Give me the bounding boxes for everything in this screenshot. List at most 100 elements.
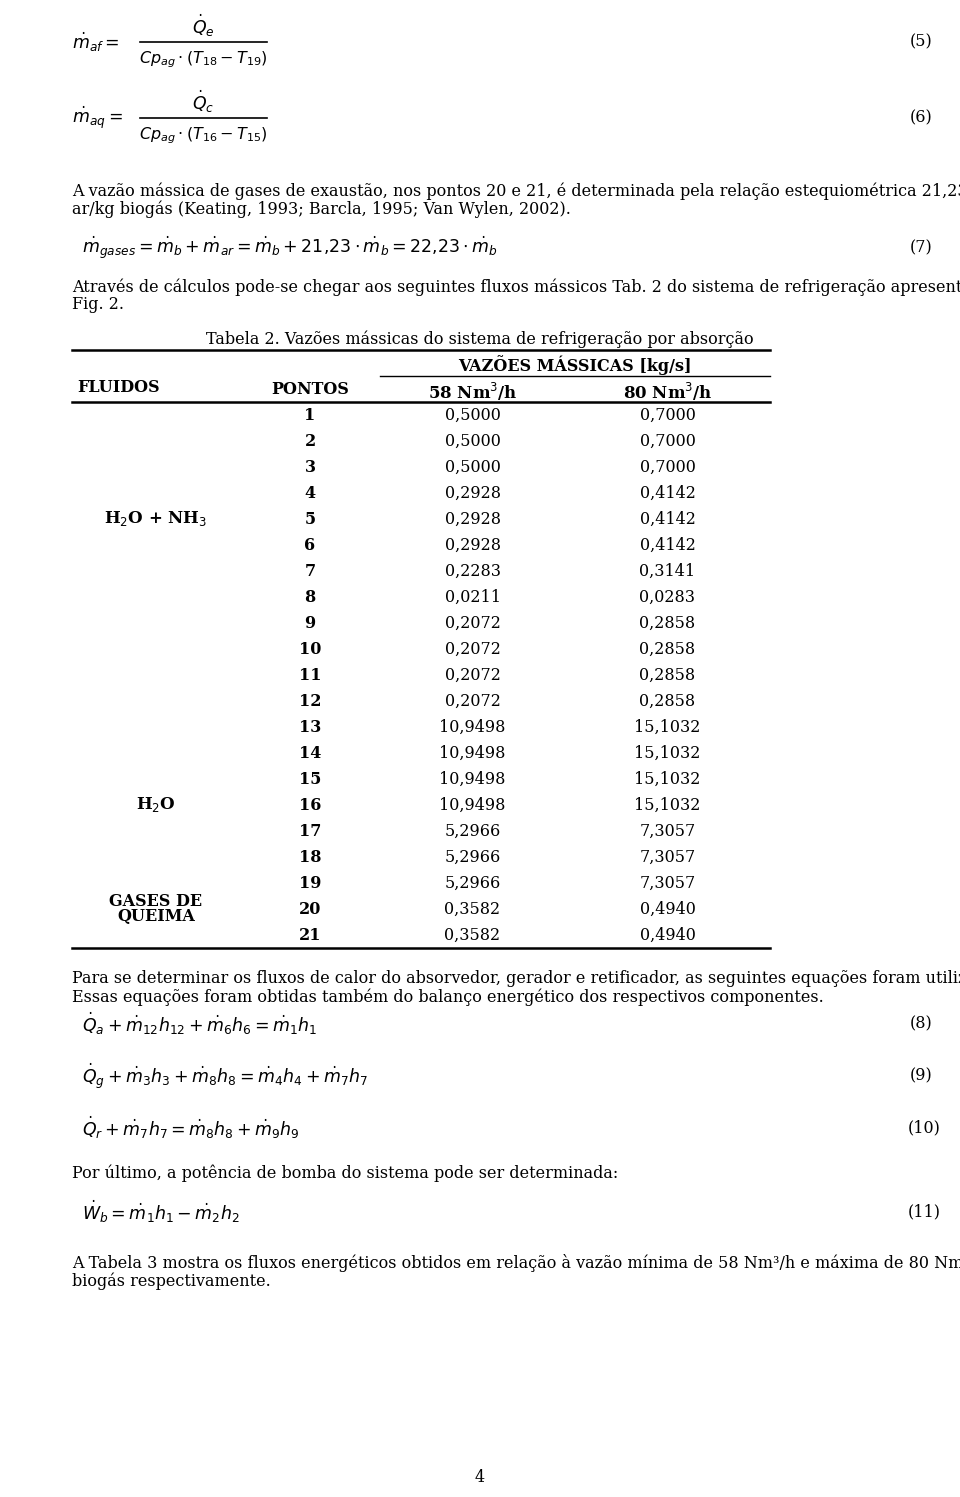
Text: Para se determinar os fluxos de calor do absorvedor, gerador e retificador, as s: Para se determinar os fluxos de calor do… [72, 970, 960, 987]
Text: 0,2072: 0,2072 [444, 693, 500, 710]
Text: Tabela 2. Vazões mássicas do sistema de refrigeração por absorção: Tabela 2. Vazões mássicas do sistema de … [206, 329, 754, 347]
Text: 0,4940: 0,4940 [639, 927, 695, 943]
Text: 0,3582: 0,3582 [444, 927, 500, 943]
Text: Essas equações foram obtidas também do balanço energético dos respectivos compon: Essas equações foram obtidas também do b… [72, 988, 824, 1006]
Text: 15,1032: 15,1032 [635, 796, 701, 813]
Text: (7): (7) [910, 240, 933, 256]
Text: FLUIDOS: FLUIDOS [77, 380, 159, 397]
Text: (8): (8) [910, 1015, 933, 1033]
Text: 0,5000: 0,5000 [444, 407, 500, 424]
Text: 7: 7 [304, 563, 316, 579]
Text: 7,3057: 7,3057 [639, 849, 696, 865]
Text: 0,3141: 0,3141 [639, 563, 696, 579]
Text: biogás respectivamente.: biogás respectivamente. [72, 1272, 271, 1289]
Text: 1: 1 [304, 407, 316, 424]
Text: 9: 9 [304, 614, 316, 632]
Text: $\dot{m}_{aq} =$: $\dot{m}_{aq} =$ [72, 105, 123, 132]
Text: 6: 6 [304, 536, 316, 554]
Text: ar/kg biogás (Keating, 1993; Barcla, 1995; Van Wylen, 2002).: ar/kg biogás (Keating, 1993; Barcla, 199… [72, 201, 571, 217]
Text: 0,7000: 0,7000 [639, 458, 695, 476]
Text: 0,2858: 0,2858 [639, 693, 696, 710]
Text: VAZÕES MÁSSICAS [kg/s]: VAZÕES MÁSSICAS [kg/s] [458, 355, 692, 374]
Text: $\dot{Q}_g + \dot{m}_3 h_3 + \dot{m}_8 h_8 = \dot{m}_4 h_4 + \dot{m}_7 h_7$: $\dot{Q}_g + \dot{m}_3 h_3 + \dot{m}_8 h… [82, 1061, 368, 1091]
Text: 4: 4 [475, 1470, 485, 1487]
Text: $\dot{m}_{gases} = \dot{m}_b + \dot{m}_{ar} = \dot{m}_b + 21{,}23\cdot\dot{m}_b : $\dot{m}_{gases} = \dot{m}_b + \dot{m}_{… [82, 235, 498, 260]
Text: GASES DE: GASES DE [109, 894, 203, 910]
Text: $Cp_{ag} \cdot (T_{16} - T_{15})$: $Cp_{ag} \cdot (T_{16} - T_{15})$ [139, 126, 268, 147]
Text: 18: 18 [299, 849, 322, 865]
Text: 0,7000: 0,7000 [639, 433, 695, 449]
Text: 0,2928: 0,2928 [444, 510, 500, 527]
Text: $\dot{W}_b = \dot{m}_1 h_1 - \dot{m}_2 h_2$: $\dot{W}_b = \dot{m}_1 h_1 - \dot{m}_2 h… [82, 1199, 240, 1225]
Text: $\dot{Q}_c$: $\dot{Q}_c$ [192, 88, 215, 115]
Text: (6): (6) [910, 109, 933, 127]
Text: 0,2072: 0,2072 [444, 614, 500, 632]
Text: 0,2928: 0,2928 [444, 485, 500, 501]
Text: 5,2966: 5,2966 [444, 822, 500, 840]
Text: 10,9498: 10,9498 [440, 719, 506, 735]
Text: QUEIMA: QUEIMA [117, 907, 195, 925]
Text: 3: 3 [304, 458, 316, 476]
Text: 5,2966: 5,2966 [444, 874, 500, 892]
Text: 2: 2 [304, 433, 316, 449]
Text: 11: 11 [299, 666, 322, 684]
Text: 0,4142: 0,4142 [639, 485, 695, 501]
Text: 58 Nm$^3$/h: 58 Nm$^3$/h [428, 380, 517, 403]
Text: 0,2858: 0,2858 [639, 666, 696, 684]
Text: A Tabela 3 mostra os fluxos energéticos obtidos em relação à vazão mínima de 58 : A Tabela 3 mostra os fluxos energéticos … [72, 1254, 960, 1272]
Text: 7,3057: 7,3057 [639, 822, 696, 840]
Text: Por último, a potência de bomba do sistema pode ser determinada:: Por último, a potência de bomba do siste… [72, 1165, 618, 1181]
Text: 16: 16 [299, 796, 322, 813]
Text: 0,0211: 0,0211 [444, 588, 500, 605]
Text: 10,9498: 10,9498 [440, 744, 506, 762]
Text: 4: 4 [304, 485, 316, 501]
Text: 10: 10 [299, 641, 322, 657]
Text: 0,4142: 0,4142 [639, 536, 695, 554]
Text: $Cp_{ag} \cdot (T_{18} - T_{19})$: $Cp_{ag} \cdot (T_{18} - T_{19})$ [139, 49, 268, 70]
Text: 10,9498: 10,9498 [440, 796, 506, 813]
Text: (11): (11) [908, 1204, 941, 1220]
Text: PONTOS: PONTOS [271, 382, 348, 398]
Text: 10,9498: 10,9498 [440, 771, 506, 787]
Text: 0,7000: 0,7000 [639, 407, 695, 424]
Text: (9): (9) [910, 1067, 933, 1084]
Text: H$_2$O + NH$_3$: H$_2$O + NH$_3$ [105, 509, 207, 528]
Text: (10): (10) [908, 1120, 941, 1136]
Text: 0,5000: 0,5000 [444, 458, 500, 476]
Text: 19: 19 [299, 874, 322, 892]
Text: Através de cálculos pode-se chegar aos seguintes fluxos mássicos Tab. 2 do siste: Através de cálculos pode-se chegar aos s… [72, 278, 960, 295]
Text: 8: 8 [304, 588, 316, 605]
Text: 0,2858: 0,2858 [639, 641, 696, 657]
Text: $\dot{Q}_r + \dot{m}_7 h_7 = \dot{m}_8 h_8 + \dot{m}_9 h_9$: $\dot{Q}_r + \dot{m}_7 h_7 = \dot{m}_8 h… [82, 1115, 300, 1141]
Text: 15,1032: 15,1032 [635, 744, 701, 762]
Text: 80 Nm$^3$/h: 80 Nm$^3$/h [623, 380, 712, 403]
Text: 0,4142: 0,4142 [639, 510, 695, 527]
Text: 0,2072: 0,2072 [444, 641, 500, 657]
Text: 15,1032: 15,1032 [635, 771, 701, 787]
Text: $\dot{Q}_a + \dot{m}_{12}h_{12} + \dot{m}_6 h_6 = \dot{m}_1 h_1$: $\dot{Q}_a + \dot{m}_{12}h_{12} + \dot{m… [82, 1010, 318, 1037]
Text: 13: 13 [299, 719, 322, 735]
Text: A vazão mássica de gases de exaustão, nos pontos 20 e 21, é determinada pela rel: A vazão mássica de gases de exaustão, no… [72, 183, 960, 199]
Text: 0,4940: 0,4940 [639, 901, 695, 918]
Text: 0,3582: 0,3582 [444, 901, 500, 918]
Text: (5): (5) [910, 33, 933, 51]
Text: 15,1032: 15,1032 [635, 719, 701, 735]
Text: H$_2$O: H$_2$O [136, 795, 176, 814]
Text: 0,0283: 0,0283 [639, 588, 695, 605]
Text: 12: 12 [299, 693, 322, 710]
Text: $\dot{Q}_e$: $\dot{Q}_e$ [192, 13, 215, 39]
Text: 0,2858: 0,2858 [639, 614, 696, 632]
Text: 17: 17 [299, 822, 322, 840]
Text: $\dot{m}_{af} =$: $\dot{m}_{af} =$ [72, 30, 119, 54]
Text: 14: 14 [299, 744, 322, 762]
Text: 5: 5 [304, 510, 316, 527]
Text: 0,2283: 0,2283 [444, 563, 500, 579]
Text: 7,3057: 7,3057 [639, 874, 696, 892]
Text: 21: 21 [299, 927, 322, 943]
Text: 15: 15 [299, 771, 322, 787]
Text: Fig. 2.: Fig. 2. [72, 296, 124, 313]
Text: 20: 20 [299, 901, 322, 918]
Text: 0,5000: 0,5000 [444, 433, 500, 449]
Text: 5,2966: 5,2966 [444, 849, 500, 865]
Text: 0,2072: 0,2072 [444, 666, 500, 684]
